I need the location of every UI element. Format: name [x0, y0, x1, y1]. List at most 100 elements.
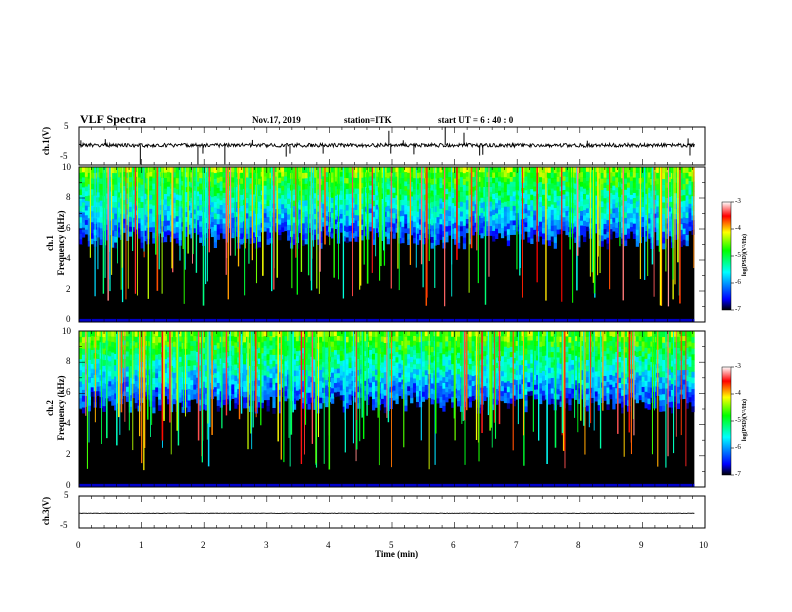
spectrogram-cell: [102, 405, 106, 412]
spectrogram-cell: [383, 407, 387, 414]
spectrogram-cell: [688, 221, 692, 227]
spectrogram-cell: [577, 167, 581, 174]
spectrogram-cell: [489, 220, 493, 227]
spectrogram-cell: [172, 367, 176, 373]
spectrogram-cell: [205, 336, 209, 343]
spectrogram-cell: [477, 167, 481, 173]
spectrogram-cell: [395, 199, 399, 205]
spectrogram-cell: [152, 172, 156, 179]
spectrogram-cell: [266, 222, 270, 229]
spectrogram-cell: [667, 191, 672, 197]
spectrogram-cell: [641, 176, 645, 183]
spectrogram-cell: [263, 385, 267, 391]
spectrogram-cell: [205, 197, 209, 203]
spectrogram-cell: [509, 171, 513, 177]
spectrogram-cell: [225, 226, 229, 232]
spectrogram-cell: [234, 216, 238, 222]
spectrogram-cell: [79, 216, 83, 223]
spectrogram-cell: [260, 369, 264, 376]
spectrogram-cell: [284, 185, 288, 191]
spectrogram-cell: [128, 354, 133, 361]
spectrogram-cell: [383, 348, 387, 355]
spectrogram-cell: [459, 196, 464, 202]
spectrogram-cell: [395, 227, 399, 233]
spectrogram-cell: [410, 331, 414, 337]
spectrogram-cell: [395, 377, 399, 384]
spectrogram-cell: [292, 194, 297, 201]
spectrogram-cell: [79, 178, 83, 184]
spectrogram-cell: [219, 167, 223, 173]
spectrogram-cell: [679, 201, 683, 208]
spectrogram-cell: [345, 369, 349, 376]
spectrogram-cell: [357, 236, 361, 243]
spectrogram-cell: [111, 346, 115, 353]
spectrogram-cell: [407, 331, 411, 336]
spectrogram-cell: [319, 397, 323, 404]
spectrogram-cell: [606, 208, 610, 215]
spectrogram-cell: [205, 222, 209, 229]
spectrogram-cell: [210, 167, 215, 173]
spectrogram-cell: [401, 355, 405, 361]
spectrogram-cell: [392, 228, 396, 234]
spectrogram-cell: [331, 382, 335, 389]
spectrogram-cell: [465, 209, 470, 215]
spectrogram-cell: [624, 234, 628, 241]
spectrogram-cell: [665, 187, 669, 193]
spectrogram-cell: [275, 345, 279, 351]
spectrogram-cell: [430, 178, 434, 185]
spectrogram-cell: [594, 214, 598, 220]
spectrogram-cell: [108, 376, 112, 382]
spectrogram-cell: [439, 213, 443, 220]
spectrogram-cell: [354, 198, 358, 205]
spectrogram-cell: [90, 199, 94, 206]
spectrogram-cell: [351, 227, 355, 234]
spectrogram-cell: [345, 177, 349, 184]
spectrogram-cell: [354, 172, 358, 178]
spectrogram-cell: [213, 344, 218, 350]
spectrogram-cell: [199, 177, 203, 184]
spectrogram-cell: [565, 196, 569, 202]
spectrogram-cell: [172, 341, 176, 347]
spectrogram-cell: [354, 204, 358, 210]
spectrogram-cell: [615, 167, 619, 173]
spectrogram-cell: [275, 331, 279, 336]
spectrogram-cell: [372, 370, 376, 377]
spectrogram-cell: [647, 177, 651, 183]
spectrogram-cell: [348, 367, 352, 374]
spectrogram-cell: [489, 211, 493, 217]
spectrogram-cell: [615, 222, 619, 228]
spectrogram-cell: [585, 167, 590, 172]
spectrogram-cell: [530, 199, 534, 206]
spectrogram-cell: [489, 191, 493, 197]
spectrogram-cell: [629, 217, 634, 223]
spectrogram-cell: [163, 199, 168, 205]
spectrogram-cell: [295, 385, 300, 391]
spectrogram-cell: [363, 206, 367, 212]
spectrogram-cell: [386, 227, 390, 234]
spectrogram-cell: [454, 222, 458, 229]
spectrogram-cell: [624, 212, 628, 218]
spectrogram-cell: [594, 185, 598, 191]
spectrogram-cell: [175, 237, 179, 244]
spectrogram-cell: [583, 220, 587, 227]
spectrogram-cell: [260, 331, 264, 337]
spectrogram-cell: [662, 167, 666, 174]
spectrogram-cell: [457, 225, 461, 232]
spectrogram-cell: [597, 223, 601, 230]
spectrogram-cell: [465, 171, 470, 177]
spectrogram-cell: [205, 212, 209, 218]
spectrogram-cell: [580, 196, 584, 202]
spectrogram-cell: [380, 230, 385, 236]
spectrogram-cell: [216, 234, 220, 240]
spectrogram-cell: [301, 353, 305, 359]
spectrogram-cell: [612, 199, 616, 204]
spectrogram-cell: [114, 381, 118, 388]
spectrogram-cell: [665, 233, 669, 239]
spectrogram-cell: [512, 186, 516, 192]
spectrogram-cell: [257, 184, 261, 191]
spectrogram-cell: [90, 188, 94, 195]
spectrogram-cell: [246, 213, 250, 219]
spectrogram-cell: [600, 178, 604, 185]
spectrogram-cell: [413, 188, 417, 195]
spectrogram-cell: [363, 360, 367, 367]
